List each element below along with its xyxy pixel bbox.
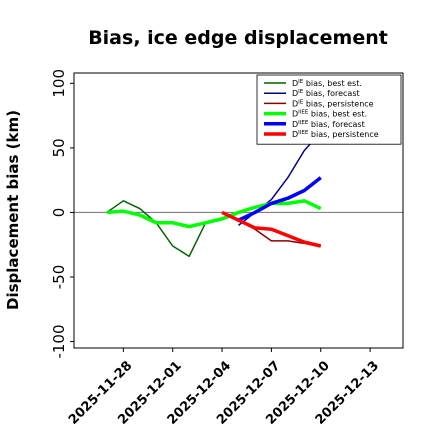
legend-label-main: D <box>292 99 298 108</box>
legend-label-sup: IIEE <box>298 120 309 126</box>
legend-label-rest: bias, forecast <box>308 120 364 129</box>
legend-label-rest: bias, persistence <box>308 130 378 139</box>
series-lines <box>106 131 322 258</box>
legend: DIE bias, best est.DIE bias, forecastDIE… <box>256 74 402 145</box>
legend-label-4: DIIEE bias, best est. <box>292 110 367 119</box>
y-tick-label: 0 <box>50 208 68 218</box>
legend-label-main: D <box>292 89 298 98</box>
legend-label-sup: IIEE <box>298 130 309 136</box>
axes-frame <box>73 72 404 349</box>
legend-label-main: D <box>292 130 298 139</box>
legend-label-2: DIE bias, forecast <box>292 89 360 98</box>
series-line-5 <box>237 176 322 222</box>
y-tick-label: -50 <box>50 265 68 290</box>
legend-label-rest: bias, best est. <box>303 79 362 88</box>
legend-label-6: DIIEE bias, persistence <box>292 130 379 139</box>
chart-title: Bias, ice edge displacement <box>88 27 388 49</box>
series-line-4 <box>106 199 322 229</box>
legend-label-5: DIIEE bias, forecast <box>292 120 365 129</box>
legend-label-rest: bias, persistence <box>303 99 373 108</box>
legend-label-main: D <box>292 120 298 129</box>
plot-area <box>73 72 404 349</box>
legend-label-sup: IE <box>298 79 304 85</box>
y-tick-label: 50 <box>50 138 68 157</box>
legend-label-main: D <box>292 79 298 88</box>
legend-label-rest: bias, forecast <box>303 89 359 98</box>
legend-label-rest: bias, best est. <box>308 110 367 119</box>
legend-label-sup: IE <box>298 99 304 105</box>
series-line-6 <box>221 210 322 248</box>
y-tick-label: 100 <box>50 69 68 98</box>
legend-label-3: DIE bias, persistence <box>292 99 374 108</box>
legend-label-main: D <box>292 110 298 119</box>
legend-label-sup: IE <box>298 89 304 95</box>
legend-label-sup: IIEE <box>298 110 309 116</box>
legend-label-1: DIE bias, best est. <box>292 79 362 88</box>
y-axis-label: Displacement bias (km) <box>4 110 22 310</box>
y-tick-label: -100 <box>50 325 68 359</box>
